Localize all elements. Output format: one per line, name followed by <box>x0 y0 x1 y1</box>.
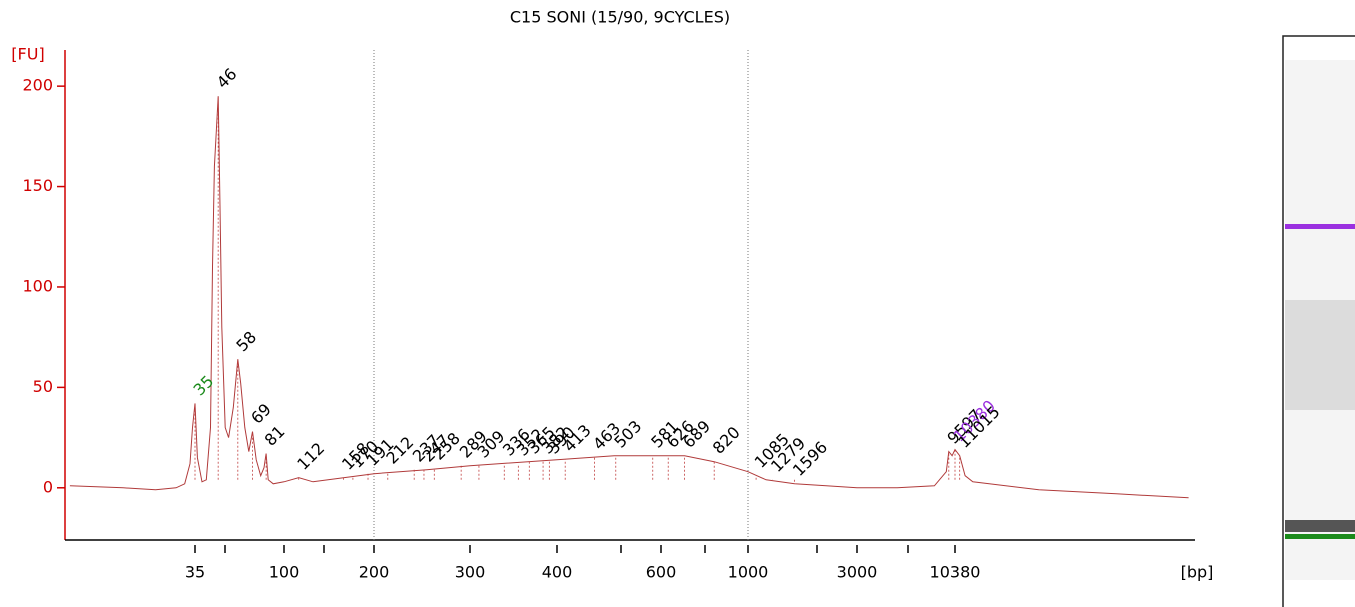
trace <box>69 96 1189 499</box>
x-tick-label: 100 <box>269 563 300 582</box>
gel-band-lower <box>1285 534 1355 539</box>
y-tick-label: 100 <box>22 276 53 295</box>
gel-smear <box>1285 300 1355 410</box>
y-tick-label: 0 <box>43 477 53 496</box>
y-tick-label: 150 <box>22 176 53 195</box>
y-axis-label: [FU] <box>11 45 44 64</box>
peak-label: 69 <box>247 400 275 428</box>
x-tick-label: 3000 <box>837 563 878 582</box>
x-tick-label: 10380 <box>930 563 981 582</box>
peak-label: 35 <box>190 372 218 400</box>
peak-label: 81 <box>261 422 289 450</box>
x-axis-label: [bp] <box>1181 563 1214 582</box>
y-tick-label: 50 <box>33 377 53 396</box>
gel-band-upper <box>1285 224 1355 229</box>
peak-label: 58 <box>232 327 260 355</box>
y-tick-label: 200 <box>22 76 53 95</box>
peak-label: 503 <box>610 417 645 452</box>
peak-label: 112 <box>293 439 328 474</box>
x-tick-label: 200 <box>359 563 390 582</box>
x-tick-label: 1000 <box>728 563 769 582</box>
peak-label: 820 <box>709 423 744 458</box>
x-tick-label: 300 <box>455 563 486 582</box>
x-tick-label: 600 <box>646 563 677 582</box>
gel-lane <box>1282 35 1355 607</box>
peak-label: 46 <box>213 64 241 92</box>
gel-band-dark <box>1285 520 1355 532</box>
chart-title: C15 SONI (15/90, 9CYCLES) <box>510 8 730 27</box>
x-tick-label: 35 <box>185 563 205 582</box>
x-tick-label: 400 <box>542 563 573 582</box>
